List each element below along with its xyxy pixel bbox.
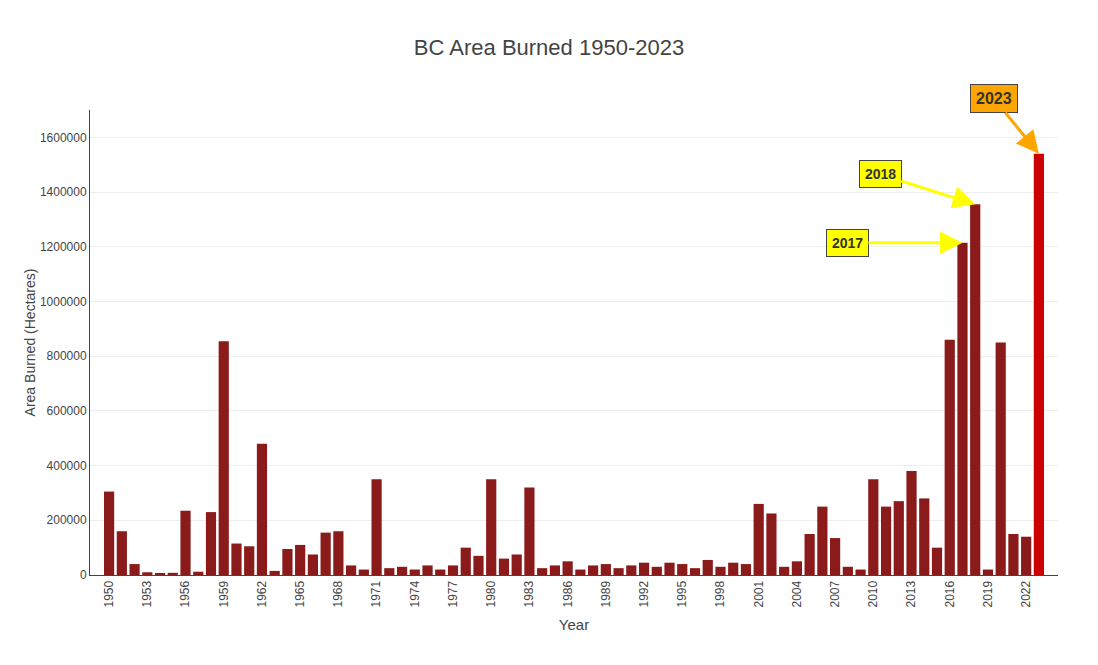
svg-text:2004: 2004: [790, 580, 804, 607]
svg-text:2010: 2010: [866, 580, 880, 607]
svg-text:Year: Year: [559, 616, 589, 633]
svg-text:1953: 1953: [140, 580, 154, 607]
svg-text:1983: 1983: [522, 580, 536, 607]
svg-text:1998: 1998: [713, 580, 727, 607]
svg-text:2022: 2022: [1019, 580, 1033, 607]
svg-text:1000000: 1000000: [40, 295, 87, 309]
svg-text:2016: 2016: [943, 580, 957, 607]
svg-text:2023: 2023: [976, 90, 1012, 107]
svg-text:1995: 1995: [675, 580, 689, 607]
svg-text:400000: 400000: [47, 459, 87, 473]
svg-text:BC Area Burned 1950-2023: BC Area Burned 1950-2023: [414, 35, 684, 60]
svg-text:1989: 1989: [599, 580, 613, 607]
svg-text:1600000: 1600000: [40, 131, 87, 145]
svg-text:200000: 200000: [47, 513, 87, 527]
svg-text:1980: 1980: [484, 580, 498, 607]
svg-text:1950: 1950: [102, 580, 116, 607]
svg-text:1992: 1992: [637, 580, 651, 607]
svg-text:1977: 1977: [446, 580, 460, 607]
svg-text:2007: 2007: [828, 580, 842, 607]
svg-text:2013: 2013: [904, 580, 918, 607]
svg-text:1200000: 1200000: [40, 240, 87, 254]
svg-text:1956: 1956: [178, 580, 192, 607]
svg-text:1965: 1965: [293, 580, 307, 607]
svg-text:1974: 1974: [408, 580, 422, 607]
svg-text:1968: 1968: [331, 580, 345, 607]
svg-text:600000: 600000: [47, 404, 87, 418]
svg-text:1971: 1971: [369, 580, 383, 607]
svg-text:2019: 2019: [981, 580, 995, 607]
svg-text:1986: 1986: [561, 580, 575, 607]
svg-text:Area Burned (Hectares): Area Burned (Hectares): [22, 269, 38, 417]
svg-text:800000: 800000: [47, 349, 87, 363]
svg-text:2017: 2017: [832, 235, 863, 251]
svg-text:1400000: 1400000: [40, 185, 87, 199]
svg-text:1962: 1962: [255, 580, 269, 607]
svg-text:2018: 2018: [865, 166, 896, 182]
svg-text:1959: 1959: [217, 580, 231, 607]
svg-text:0: 0: [80, 568, 87, 582]
svg-text:2001: 2001: [752, 580, 766, 607]
